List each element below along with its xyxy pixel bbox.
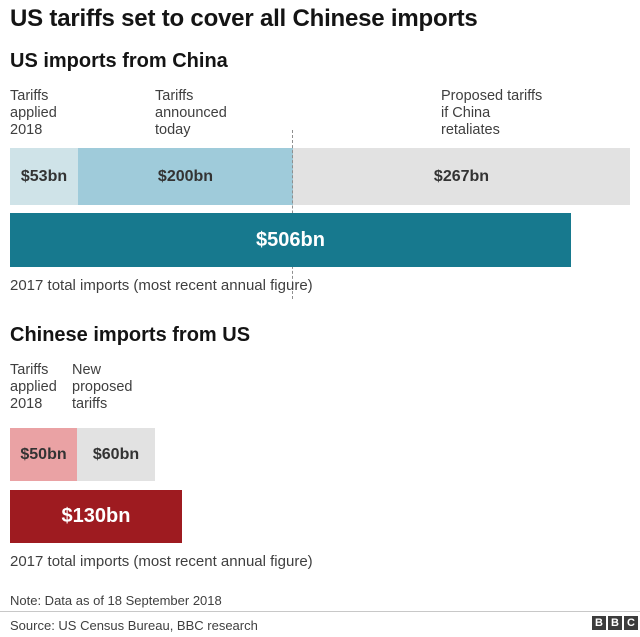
caption-us-total-imports: 2017 total imports (most recent annual f… <box>10 277 313 294</box>
bbc-logo: B B C <box>592 616 638 630</box>
bar-segment-proposed-retaliation: $267bn <box>293 148 630 205</box>
label-tariffs-applied-2018: Tariffs applied 2018 <box>10 88 57 138</box>
segment-value: $200bn <box>157 167 214 185</box>
stacked-bar-chinese-imports: $50bn $60bn <box>10 428 155 481</box>
segment-value: $53bn <box>20 167 68 185</box>
label-tariffs-announced-today: Tariffs announced today <box>155 88 227 138</box>
segment-value: $267bn <box>433 167 490 185</box>
total-bar-chinese-imports: $130bn <box>10 490 182 543</box>
stacked-bar-us-imports: $53bn $200bn $267bn <box>10 148 630 205</box>
total-value: $506bn <box>256 228 325 251</box>
total-value: $130bn <box>61 505 131 527</box>
caption-cn-total-imports: 2017 total imports (most recent annual f… <box>10 553 313 570</box>
label-new-proposed-tariffs: New proposed tariffs <box>72 362 133 412</box>
section-title-chinese-imports: Chinese imports from US <box>10 324 251 346</box>
section-title-us-imports: US imports from China <box>10 50 228 72</box>
bbc-logo-block: C <box>624 616 638 630</box>
label-proposed-tariffs-retaliation: Proposed tariffs if China retaliates <box>441 88 543 138</box>
footer-divider <box>0 611 640 612</box>
bbc-logo-block: B <box>592 616 606 630</box>
bar-segment-cn-applied-2018: $50bn <box>10 428 77 481</box>
bbc-logo-block: B <box>608 616 622 630</box>
label-tariffs-applied-2018-cn: Tariffs applied 2018 <box>10 362 57 412</box>
segment-value: $60bn <box>92 445 140 463</box>
bar-segment-applied-2018: $53bn <box>10 148 78 205</box>
bar-segment-cn-new-proposed: $60bn <box>77 428 155 481</box>
source-credit: Source: US Census Bureau, BBC research <box>10 618 258 633</box>
total-bar-us-imports: $506bn <box>10 213 571 267</box>
bar-segment-announced-today: $200bn <box>78 148 293 205</box>
footnote: Note: Data as of 18 September 2018 <box>10 593 222 608</box>
page-title: US tariffs set to cover all Chinese impo… <box>10 5 478 32</box>
segment-value: $50bn <box>20 445 67 463</box>
